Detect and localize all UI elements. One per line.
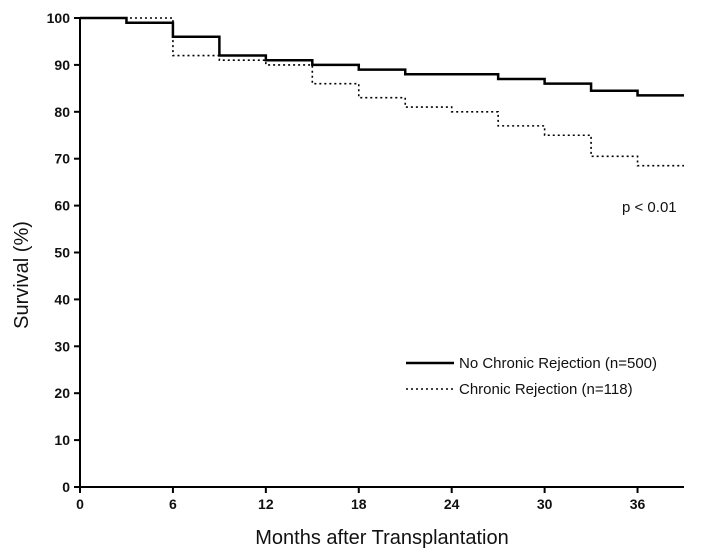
x-tick-label: 12	[258, 496, 274, 512]
x-axis-ticks: 0 6 12 18 24 30 36	[76, 487, 646, 512]
y-axis-ticks: 0 10 20 30 40 50 60 70 80 90 100	[47, 10, 80, 495]
x-tick-label: 30	[537, 496, 553, 512]
legend-label-chronic-rejection: Chronic Rejection (n=118)	[459, 381, 633, 398]
x-tick-label: 6	[169, 496, 177, 512]
x-tick-label: 36	[630, 496, 646, 512]
y-tick-label: 40	[54, 291, 70, 307]
series-group	[80, 16, 684, 167]
y-tick-label: 100	[47, 10, 71, 26]
legend-label-no-chronic-rejection: No Chronic Rejection (n=500)	[459, 355, 657, 372]
series-line-chronic-rejection	[80, 17, 684, 167]
y-tick-label: 0	[62, 479, 70, 495]
y-tick-label: 20	[54, 385, 70, 401]
y-tick-label: 90	[54, 57, 70, 73]
series-line-no-chronic-rejection	[80, 16, 684, 97]
y-tick-label: 50	[54, 245, 70, 261]
legend: No Chronic Rejection (n=500) Chronic Rej…	[406, 355, 657, 398]
x-axis-title: Months after Transplantation	[255, 527, 508, 549]
y-tick-label: 70	[54, 151, 70, 167]
y-tick-label: 60	[54, 198, 70, 214]
y-tick-label: 10	[54, 432, 70, 448]
y-tick-label: 80	[54, 104, 70, 120]
y-axis-title: Survival (%)	[11, 221, 33, 329]
y-tick-label: 30	[54, 338, 70, 354]
x-tick-label: 0	[76, 496, 84, 512]
x-tick-label: 18	[351, 496, 367, 512]
x-tick-label: 24	[444, 496, 460, 512]
axes	[79, 18, 684, 488]
p-value-annotation: p < 0.01	[622, 199, 677, 216]
